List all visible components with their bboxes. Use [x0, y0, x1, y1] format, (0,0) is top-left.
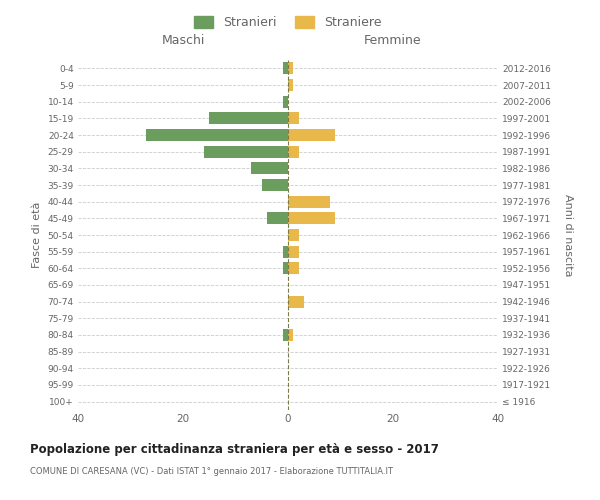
Text: Popolazione per cittadinanza straniera per età e sesso - 2017: Popolazione per cittadinanza straniera p… — [30, 442, 439, 456]
Text: Maschi: Maschi — [161, 34, 205, 46]
Bar — [288, 112, 299, 124]
Bar — [283, 262, 288, 274]
Bar — [288, 246, 299, 258]
Bar — [146, 129, 288, 141]
Bar — [288, 212, 335, 224]
Bar — [267, 212, 288, 224]
Text: COMUNE DI CARESANA (VC) - Dati ISTAT 1° gennaio 2017 - Elaborazione TUTTITALIA.I: COMUNE DI CARESANA (VC) - Dati ISTAT 1° … — [30, 468, 393, 476]
Bar — [251, 162, 288, 174]
Bar — [262, 179, 288, 191]
Bar — [288, 129, 335, 141]
Legend: Stranieri, Straniere: Stranieri, Straniere — [190, 11, 386, 34]
Bar — [283, 246, 288, 258]
Bar — [288, 296, 304, 308]
Bar — [283, 329, 288, 341]
Bar — [283, 62, 288, 74]
Y-axis label: Anni di nascita: Anni di nascita — [563, 194, 573, 276]
Bar — [288, 229, 299, 241]
Bar — [209, 112, 288, 124]
Bar — [204, 146, 288, 158]
Bar — [288, 196, 330, 207]
Bar — [288, 146, 299, 158]
Bar — [288, 329, 293, 341]
Bar — [288, 262, 299, 274]
Text: Femmine: Femmine — [364, 34, 422, 46]
Bar — [288, 79, 293, 91]
Bar — [288, 62, 293, 74]
Y-axis label: Fasce di età: Fasce di età — [32, 202, 42, 268]
Bar — [283, 96, 288, 108]
